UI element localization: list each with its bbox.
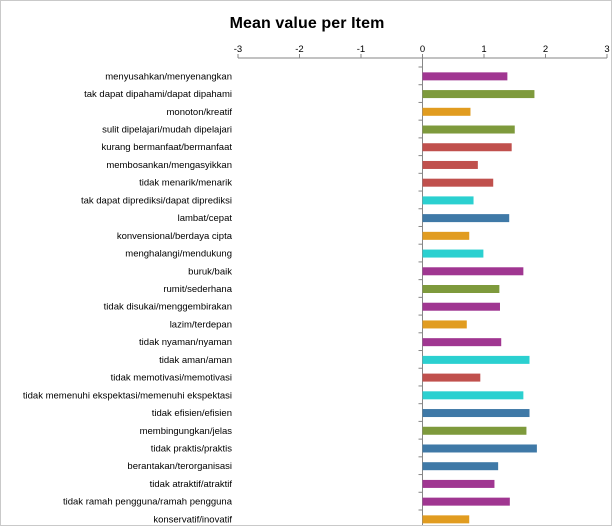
bar — [422, 355, 530, 364]
category-label: tidak memenuhi ekspektasi/memenuhi ekspe… — [23, 390, 232, 401]
category-label: membingungkan/jelas — [140, 426, 233, 437]
x-tick-label: -2 — [295, 44, 303, 55]
category-label: tidak memotivasi/memotivasi — [111, 373, 232, 384]
bar — [422, 302, 500, 311]
bar — [422, 391, 524, 400]
category-label: monoton/kreatif — [167, 107, 233, 118]
category-label: tidak ramah pengguna/ramah pengguna — [63, 497, 233, 508]
category-label: tidak disukai/menggembirakan — [104, 302, 232, 313]
category-label: menyusahkan/menyenangkan — [105, 71, 232, 82]
category-label: tidak menarik/menarik — [139, 178, 232, 189]
bar — [422, 462, 499, 471]
bar — [422, 125, 515, 134]
category-label: konservatif/inovatif — [153, 514, 232, 525]
category-label: lazim/terdepan — [170, 319, 232, 330]
bar — [422, 90, 535, 99]
x-tick-label: -3 — [234, 44, 242, 55]
category-label: tak dapat dipahami/dapat dipahami — [84, 89, 232, 100]
x-tick-label: -1 — [357, 44, 365, 55]
category-label: berantakan/terorganisasi — [127, 461, 232, 472]
bar — [422, 426, 527, 435]
chart-title: Mean value per Item — [229, 15, 385, 32]
bar — [422, 196, 474, 205]
x-tick-label: 2 — [543, 44, 548, 55]
category-label: membosankan/mengasyikkan — [106, 160, 232, 171]
category-label: konvensional/berdaya cipta — [117, 231, 233, 242]
x-tick-label: 0 — [420, 44, 425, 55]
bar — [422, 178, 494, 187]
category-label: buruk/baik — [188, 266, 232, 277]
bar — [422, 249, 484, 258]
bar — [422, 338, 502, 347]
category-label: tidak atraktif/atraktif — [150, 479, 233, 490]
bar — [422, 444, 537, 453]
x-tick-label: 1 — [481, 44, 486, 55]
category-label: kurang bermanfaat/bermanfaat — [102, 142, 233, 153]
bar — [422, 107, 471, 116]
bar — [422, 497, 510, 506]
category-label: tidak nyaman/nyaman — [139, 337, 232, 348]
category-label: tidak praktis/praktis — [151, 443, 233, 454]
bar — [422, 409, 530, 418]
category-label: tidak efisien/efisien — [152, 408, 232, 419]
bar — [422, 320, 467, 329]
bar — [422, 72, 508, 81]
bar — [422, 231, 470, 240]
category-label: rumit/sederhana — [163, 284, 232, 295]
bar — [422, 160, 478, 169]
category-label: tidak aman/aman — [159, 355, 232, 366]
category-label: sulit dipelajari/mudah dipelajari — [102, 125, 232, 136]
bar — [422, 267, 524, 276]
bar — [422, 214, 510, 223]
category-label: tak dapat diprediksi/dapat diprediksi — [81, 195, 232, 206]
category-label: menghalangi/mendukung — [125, 249, 232, 260]
bar — [422, 515, 470, 524]
bar — [422, 143, 512, 152]
bar — [422, 285, 500, 293]
bar — [422, 479, 495, 488]
bar — [422, 373, 481, 382]
x-tick-label: 3 — [604, 44, 609, 55]
category-label: lambat/cepat — [178, 213, 233, 224]
